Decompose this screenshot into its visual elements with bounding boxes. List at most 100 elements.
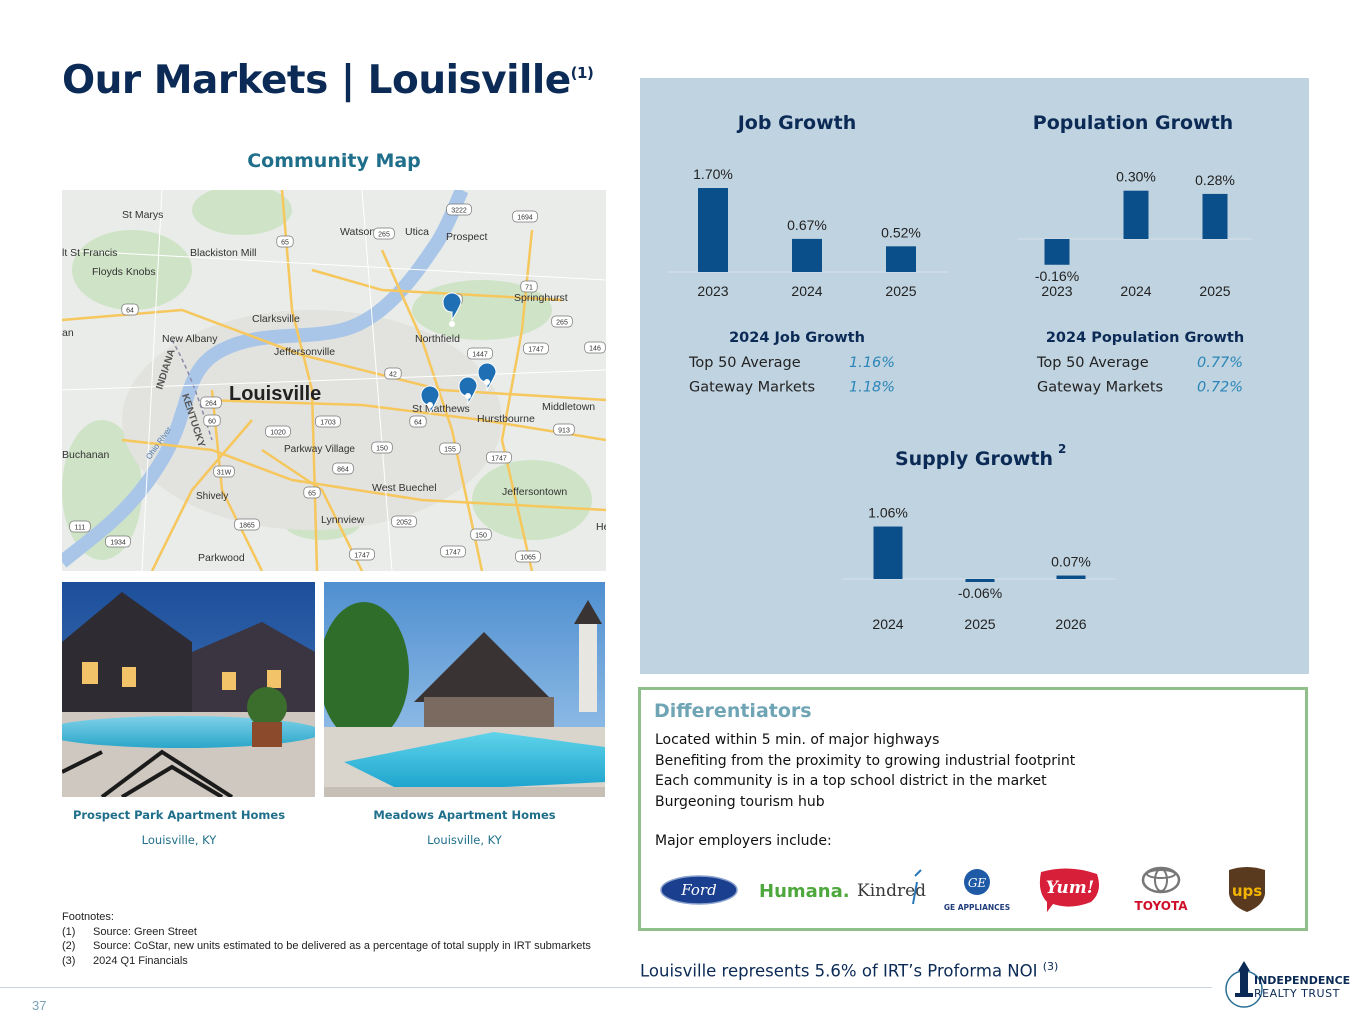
route-shield-label: 65	[308, 491, 316, 498]
svg-text:TOYOTA: TOYOTA	[1135, 899, 1189, 913]
route-shield-label: 1747	[445, 550, 461, 557]
route-shield-label: 1703	[320, 420, 336, 427]
map-place-label: Jeffersontown	[502, 486, 567, 498]
svg-text:Ford: Ford	[680, 881, 716, 899]
prospect-park-photo	[62, 582, 315, 797]
map-place-label: West Buechel	[372, 482, 437, 494]
route-shield-icon	[373, 227, 395, 240]
comparison-value: 0.72%	[1197, 380, 1243, 396]
map-place-label: Hurstbourne	[477, 413, 535, 425]
chart-title-sup: 2	[1058, 442, 1066, 456]
route-shield-label: 64	[414, 420, 422, 427]
chart-data-label: 1.06%	[868, 505, 908, 521]
route-shield-icon	[265, 425, 291, 438]
comparison-label: Top 50 Average	[1036, 355, 1149, 371]
chart-data-label: -0.06%	[958, 585, 1002, 601]
comparison-block: 2024 Population Growth Top 50 Average 0.77…	[1036, 330, 1244, 396]
property-name-2: Meadows Apartment Homes	[373, 808, 556, 822]
map-place-label: Buchanan	[62, 449, 109, 461]
toyota-logo: TOYOTA	[1135, 866, 1189, 913]
route-shield-label: 1065	[520, 555, 536, 562]
comparison-value: 0.77%	[1197, 355, 1243, 371]
footnotes-label: Footnotes:	[62, 911, 114, 923]
employer-logos: Ford Humana. Kindred GE GE APPLIANCES Yu…	[660, 866, 1265, 913]
meadows-photo	[324, 582, 605, 797]
chart-category-label: 2025	[1199, 283, 1230, 299]
chart-data-label: 0.67%	[787, 217, 827, 233]
chart-1: Job Growth 1.70% 2023 0.67% 2024 0.52% 2025	[668, 112, 948, 299]
brand-line1: INDEPENDENCE	[1254, 974, 1350, 987]
route-shield-label: 150	[475, 533, 487, 540]
route-shield-label: 265	[556, 320, 568, 327]
property-name-1: Prospect Park Apartment Homes	[72, 808, 286, 822]
route-shield-label: 146	[589, 346, 601, 353]
route-shield-icon	[234, 518, 260, 531]
map-place-label: Parkway Village	[284, 444, 355, 455]
route-shield-icon	[523, 342, 549, 355]
chart-bar	[1044, 239, 1070, 265]
chart-bar	[965, 579, 995, 582]
route-shield-label: 913	[558, 428, 570, 435]
differentiator-item: Each community is in a top school distri…	[655, 773, 1047, 790]
route-shield-icon	[439, 442, 461, 455]
footnotes: Footnotes: (1) Source: Green Street (2) So…	[62, 910, 592, 968]
route-shield-label: 42	[389, 372, 397, 379]
page-number: 37	[32, 998, 47, 1013]
differentiator-item: Burgeoning tourism hub	[655, 793, 825, 810]
page-title: Our Markets | Louisville(1)	[62, 58, 594, 103]
irt-brand-logo: INDEPENDENCE REALTY TRUST	[1225, 961, 1350, 1008]
property-location-1: Louisville, KY	[141, 833, 217, 847]
route-shield-icon	[371, 441, 393, 454]
noi-note: Louisville represents 5.6% of IRT’s Prof…	[640, 960, 1059, 981]
route-shield-label: 864	[337, 467, 349, 474]
map-place-label: St Matthews	[412, 403, 470, 415]
community-map[interactable]: St Marys lt St Francis Floyds Knobs Blackis…	[62, 190, 606, 571]
chart-category-label: 2025	[964, 616, 995, 632]
route-shield-label: 155	[444, 447, 456, 454]
comparison-label: Gateway Markets	[689, 380, 815, 396]
route-shield-label: 1747	[491, 456, 507, 463]
route-shield-label: 1747	[528, 347, 544, 354]
map-place-label: Blackiston Mill	[190, 247, 257, 259]
route-shield-label: 65	[281, 240, 289, 247]
route-shield-icon	[467, 347, 493, 360]
chart-data-label: -0.16%	[1035, 268, 1079, 284]
svg-text:Kindred: Kindred	[857, 881, 926, 901]
map-city-label: Louisville	[229, 383, 321, 405]
route-shield-icon	[213, 465, 235, 478]
comparison-title: 2024 Job Growth	[729, 330, 865, 346]
route-shield-label: 265	[378, 232, 390, 239]
route-shield-label: 111	[75, 525, 86, 532]
route-shield-label: 1934	[110, 540, 126, 547]
route-shield-icon	[200, 396, 222, 409]
chart-bar	[873, 526, 903, 579]
ford-logo: Ford	[660, 875, 738, 905]
route-shield-label: 71	[525, 285, 533, 292]
svg-text:ups: ups	[1232, 882, 1262, 900]
chart-category-label: 2023	[1041, 283, 1072, 299]
route-shield-label: 60	[208, 419, 216, 426]
chart-data-label: 0.30%	[1116, 169, 1156, 185]
yum-logo: Yum!	[1039, 868, 1099, 912]
chart-3: Supply Growth 2 1.06% 2024 -0.06% 2025 0.07% 20…	[843, 442, 1116, 632]
comparison-value: 1.18%	[849, 380, 895, 396]
route-shield-icon	[515, 550, 541, 563]
chart-bar	[886, 246, 916, 272]
route-shield-icon	[391, 515, 417, 528]
route-shield-label: 2052	[396, 520, 412, 527]
route-shield-label: 3222	[451, 208, 467, 215]
differentiator-item: Benefiting from the proximity to growing…	[655, 752, 1076, 769]
svg-text:Yum!: Yum!	[1046, 878, 1094, 898]
route-shield-icon	[121, 303, 139, 316]
chart-bar	[1123, 190, 1149, 239]
chart-data-label: 1.70%	[693, 166, 733, 182]
map-place-label: lt St Francis	[62, 247, 117, 259]
route-shield-label: 31W	[217, 470, 232, 477]
route-shield-label: 64	[126, 308, 134, 315]
growth-charts-panel: Job Growth 1.70% 2023 0.67% 2024 0.52% 2025 Pop…	[640, 78, 1309, 674]
map-place-label: Lynnview	[321, 514, 365, 526]
map-place-label: Floyds Knobs	[92, 266, 156, 278]
route-shield-icon	[276, 235, 294, 248]
differentiators-box: Differentiators Located within 5 min. of…	[638, 687, 1308, 931]
map-place-label: Shively	[196, 491, 228, 502]
